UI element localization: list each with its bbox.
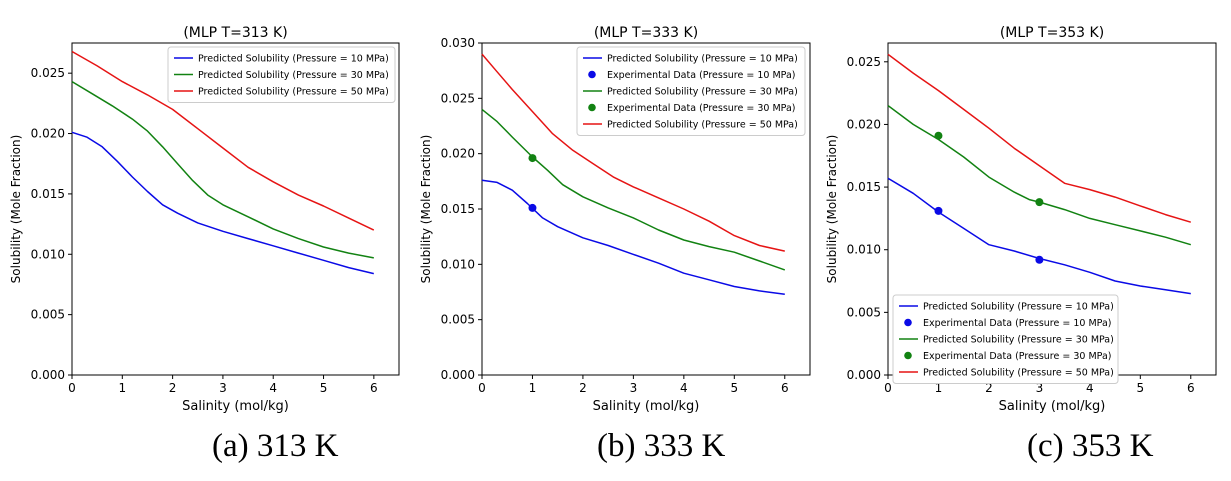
chart-title: (MLP T=353 K)	[1000, 25, 1104, 41]
x-axis-label: Salinity (mol/kg)	[182, 399, 289, 414]
y-tick-label: 0.025	[441, 91, 475, 105]
legend-entry: Predicted Solubility (Pressure = 50 MPa)	[923, 368, 1114, 379]
caption-b: (b) 333 K	[597, 428, 726, 464]
series-line-1	[887, 177, 1191, 295]
y-tick-label: 0.005	[847, 305, 881, 319]
x-tick-label: 6	[370, 381, 378, 395]
x-tick-label: 4	[680, 381, 688, 395]
x-tick-label: 2	[169, 381, 177, 395]
data-point	[528, 154, 537, 163]
y-axis-label: Solubility (Mole Fraction)	[825, 135, 839, 284]
data-point	[1035, 198, 1044, 207]
y-tick-label: 0.020	[847, 117, 881, 131]
data-point	[1035, 255, 1044, 264]
chart-title: (MLP T=333 K)	[594, 25, 698, 41]
y-tick-label: 0.015	[441, 202, 475, 216]
x-tick-label: 2	[985, 381, 993, 395]
chart-panel-3: 0 1 2 3 4 5 6 0.000 0.005 0.010 0.015 0.020 0.025 (ML…	[825, 25, 1217, 414]
data-point	[934, 206, 943, 215]
legend: Predicted Solubility (Pressure = 10 MPa)…	[167, 46, 396, 103]
legend-entry: Predicted Solubility (Pressure = 50 MPa)	[198, 87, 389, 98]
legend-entry: Predicted Solubility (Pressure = 10 MPa)	[923, 302, 1114, 313]
legend-marker-swatch	[904, 318, 912, 327]
x-tick-label: 1	[118, 381, 126, 395]
legend-entry: Predicted Solubility (Pressure = 30 MPa)	[923, 335, 1114, 346]
y-tick-label: 0.025	[847, 55, 881, 69]
caption-c: (c) 353 K	[1027, 428, 1154, 464]
series-line-3	[481, 108, 786, 271]
y-tick-label: 0.015	[31, 187, 65, 201]
legend: Predicted Solubility (Pressure = 10 MPa)…	[576, 46, 806, 136]
legend-entry: Predicted Solubility (Pressure = 30 MPa)	[607, 87, 798, 98]
legend-entry: Experimental Data (Pressure = 30 MPa)	[923, 351, 1111, 362]
x-tick-label: 1	[529, 381, 537, 395]
data-point	[528, 203, 537, 212]
chart-title: (MLP T=313 K)	[183, 25, 287, 41]
y-tick-label: 0.025	[31, 66, 65, 80]
x-tick-label: 5	[320, 381, 328, 395]
legend-entry: Experimental Data (Pressure = 10 MPa)	[923, 318, 1111, 329]
y-tick-label: 0.005	[441, 313, 475, 327]
y-axis-label: Solubility (Mole Fraction)	[419, 135, 433, 284]
legend-marker-swatch	[904, 351, 912, 360]
x-tick-label: 6	[781, 381, 789, 395]
x-axis-label: Salinity (mol/kg)	[999, 399, 1106, 414]
x-tick-label: 4	[1086, 381, 1094, 395]
y-tick-label: 0.015	[847, 180, 881, 194]
data-point	[934, 131, 943, 140]
legend-entry: Predicted Solubility (Pressure = 10 MPa)	[607, 54, 798, 65]
legend: Predicted Solubility (Pressure = 10 MPa)…	[892, 294, 1119, 384]
y-tick-label: 0.010	[31, 247, 65, 261]
x-tick-label: 5	[730, 381, 738, 395]
y-tick-label: 0.010	[847, 243, 881, 257]
legend-entry: Experimental Data (Pressure = 10 MPa)	[607, 70, 795, 81]
chart-panel-2: 0 1 2 3 4 5 6 0.000 0.005 0.010 0.015 0.020 0.025 0.0…	[419, 25, 811, 414]
legend-entry: Predicted Solubility (Pressure = 50 MPa)	[607, 120, 798, 131]
x-axis-label: Salinity (mol/kg)	[593, 399, 700, 414]
series-line-3	[71, 50, 375, 231]
x-tick-label: 3	[1036, 381, 1044, 395]
series-line-5	[481, 53, 785, 252]
legend-frame	[576, 46, 806, 136]
caption-a: (a) 313 K	[212, 428, 339, 464]
chart-panel-1: 0 1 2 3 4 5 6 0.000 0.005 0.010 0.015 0.020 0.025 (ML…	[9, 25, 400, 414]
y-tick-label: 0.020	[441, 147, 475, 161]
series-line-1	[71, 131, 374, 275]
x-tick-label: 3	[630, 381, 638, 395]
x-tick-label: 5	[1136, 381, 1144, 395]
legend-entry: Predicted Solubility (Pressure = 10 MPa)	[198, 54, 389, 65]
y-tick-label: 0.020	[31, 127, 65, 141]
x-tick-label: 1	[935, 381, 943, 395]
x-tick-label: 0	[478, 381, 486, 395]
x-tick-label: 4	[269, 381, 277, 395]
y-tick-label: 0.005	[31, 308, 65, 322]
x-tick-label: 0	[884, 381, 892, 395]
y-tick-label: 0.030	[441, 36, 475, 50]
series-line-5	[887, 53, 1192, 223]
y-tick-label: 0.000	[31, 368, 65, 382]
x-tick-label: 2	[579, 381, 587, 395]
series-line-2	[71, 80, 374, 259]
series-line-3	[887, 104, 1192, 246]
legend-entry: Experimental Data (Pressure = 30 MPa)	[607, 103, 795, 114]
legend-marker-swatch	[588, 103, 596, 112]
y-axis-label: Solubility (Mole Fraction)	[9, 135, 23, 284]
legend-frame	[167, 46, 396, 103]
y-tick-label: 0.000	[847, 368, 881, 382]
legend-frame	[892, 294, 1119, 384]
y-tick-label: 0.000	[441, 368, 475, 382]
series-line-1	[481, 179, 785, 295]
axes-frame	[71, 42, 400, 376]
x-tick-label: 0	[68, 381, 76, 395]
legend-entry: Predicted Solubility (Pressure = 30 MPa)	[198, 70, 389, 81]
legend-marker-swatch	[588, 70, 596, 79]
x-tick-label: 6	[1187, 381, 1195, 395]
y-tick-label: 0.010	[441, 257, 475, 271]
x-tick-label: 3	[219, 381, 227, 395]
